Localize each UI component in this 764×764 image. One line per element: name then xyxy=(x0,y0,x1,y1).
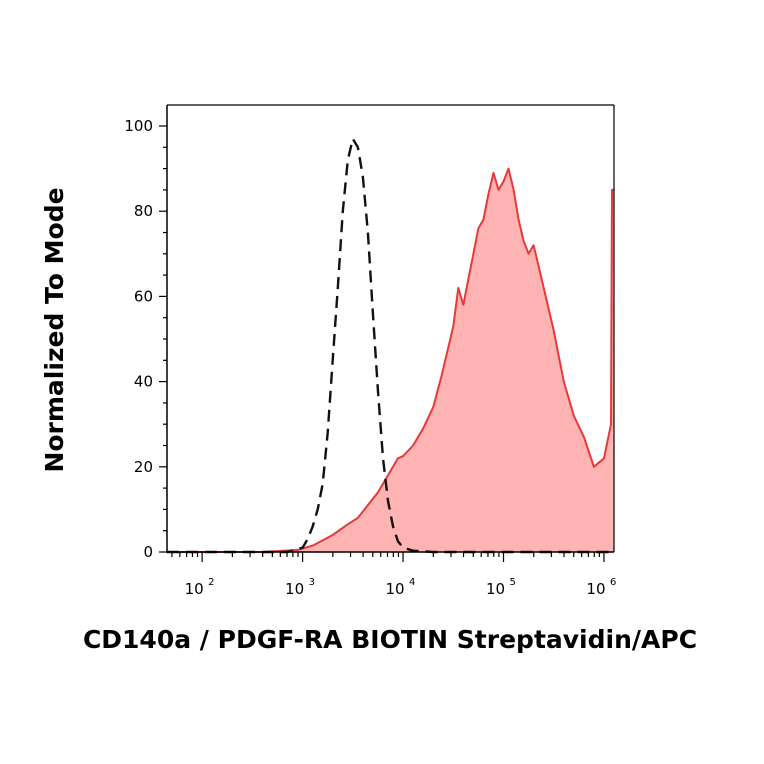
y-tick-label: 100 xyxy=(124,117,153,135)
axes: 0 20 40 60 80 100 10 2 10 3 10 4 10 5 10 6 xyxy=(124,104,616,598)
y-tick-label: 0 xyxy=(143,543,153,561)
y-tick-label: 60 xyxy=(134,287,153,305)
y-tick-label: 40 xyxy=(134,373,153,391)
sample-histogram-line xyxy=(167,167,614,553)
x-tick-exponent: 4 xyxy=(409,577,415,588)
x-tick-exponent: 3 xyxy=(309,577,315,588)
y-tick-label: 80 xyxy=(134,202,153,220)
x-tick-label: 10 xyxy=(586,580,605,598)
x-tick-label: 10 xyxy=(185,580,204,598)
x-tick-exponent: 2 xyxy=(208,577,214,588)
y-axis-title: Normalized To Mode xyxy=(40,187,69,472)
x-tick-label: 10 xyxy=(285,580,304,598)
x-tick-label: 10 xyxy=(386,580,405,598)
control-histogram-line xyxy=(167,137,614,554)
x-axis-title: CD140a / PDGF-RA BIOTIN Streptavidin/APC xyxy=(83,625,697,654)
sample-histogram-fill xyxy=(167,168,614,552)
plot-area xyxy=(167,137,614,554)
x-tick-exponent: 5 xyxy=(510,577,516,588)
x-tick-exponent: 6 xyxy=(610,577,616,588)
x-tick-label: 10 xyxy=(486,580,505,598)
y-tick-label: 20 xyxy=(134,458,153,476)
